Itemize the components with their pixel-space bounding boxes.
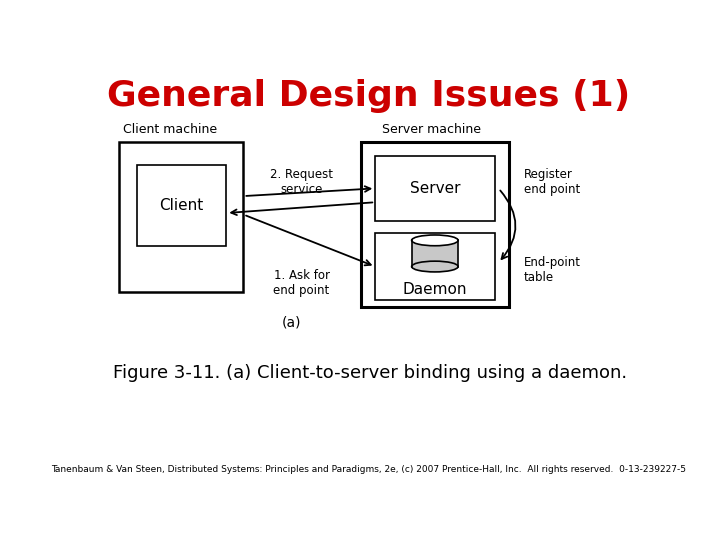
Text: 1. Ask for
end point: 1. Ask for end point	[274, 269, 330, 298]
Text: Server machine: Server machine	[382, 124, 480, 137]
Text: 2. Request
service: 2. Request service	[270, 168, 333, 196]
Bar	[375, 156, 495, 221]
Bar	[412, 240, 458, 267]
Text: Client: Client	[159, 198, 204, 213]
Bar	[375, 233, 495, 300]
FancyArrowPatch shape	[500, 191, 516, 259]
Text: General Design Issues (1): General Design Issues (1)	[107, 79, 631, 113]
Text: Client machine: Client machine	[122, 124, 217, 137]
Text: Tanenbaum & Van Steen, Distributed Systems: Principles and Paradigms, 2e, (c) 20: Tanenbaum & Van Steen, Distributed Syste…	[52, 464, 686, 474]
Text: Figure 3-11. (a) Client-to-server binding using a daemon.: Figure 3-11. (a) Client-to-server bindin…	[113, 364, 627, 382]
Text: Register
end point: Register end point	[524, 168, 580, 196]
Bar	[137, 165, 226, 246]
Text: Server: Server	[410, 181, 460, 196]
Text: Daemon: Daemon	[402, 282, 467, 297]
Bar	[361, 142, 508, 307]
Text: (a): (a)	[282, 316, 301, 330]
Ellipse shape	[412, 235, 458, 246]
Bar	[120, 142, 243, 292]
Text: End-point
table: End-point table	[524, 256, 581, 285]
Ellipse shape	[412, 261, 458, 272]
